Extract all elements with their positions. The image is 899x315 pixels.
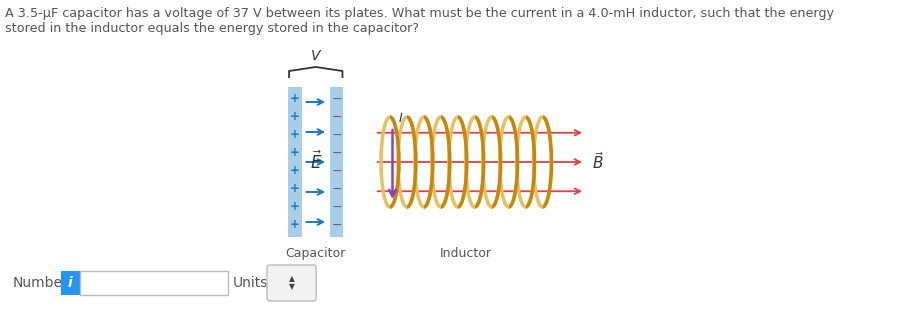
Text: Capacitor: Capacitor bbox=[286, 247, 346, 260]
Text: ▲: ▲ bbox=[289, 274, 295, 284]
Text: −: − bbox=[332, 201, 342, 214]
Text: $\vec{E}$: $\vec{E}$ bbox=[309, 151, 322, 173]
Text: +: + bbox=[290, 111, 300, 123]
Text: Number: Number bbox=[13, 276, 68, 290]
Text: $\vec{B}$: $\vec{B}$ bbox=[592, 152, 604, 173]
Text: −: − bbox=[332, 111, 342, 123]
Bar bbox=[330, 87, 343, 237]
Text: +: + bbox=[290, 219, 300, 232]
Bar bbox=[61, 271, 80, 295]
Bar bbox=[80, 271, 228, 295]
Text: ▼: ▼ bbox=[289, 283, 295, 291]
Text: +: + bbox=[290, 129, 300, 141]
Text: −: − bbox=[332, 182, 342, 196]
Text: −: − bbox=[332, 129, 342, 141]
FancyBboxPatch shape bbox=[267, 265, 316, 301]
Text: −: − bbox=[332, 146, 342, 159]
Bar bbox=[289, 87, 302, 237]
Text: stored in the inductor equals the energy stored in the capacitor?: stored in the inductor equals the energy… bbox=[5, 22, 419, 35]
Text: I: I bbox=[398, 112, 402, 125]
Text: A 3.5-μF capacitor has a voltage of 37 V between its plates. What must be the cu: A 3.5-μF capacitor has a voltage of 37 V… bbox=[5, 7, 834, 20]
Text: +: + bbox=[290, 201, 300, 214]
Text: +: + bbox=[290, 146, 300, 159]
Text: +: + bbox=[290, 164, 300, 177]
Text: Units: Units bbox=[233, 276, 269, 290]
Text: +: + bbox=[290, 93, 300, 106]
Text: i: i bbox=[68, 276, 73, 290]
Text: −: − bbox=[332, 93, 342, 106]
Text: −: − bbox=[332, 219, 342, 232]
Text: +: + bbox=[290, 182, 300, 196]
Text: −: − bbox=[332, 164, 342, 177]
Text: Inductor: Inductor bbox=[441, 247, 493, 260]
Text: V: V bbox=[311, 49, 321, 63]
